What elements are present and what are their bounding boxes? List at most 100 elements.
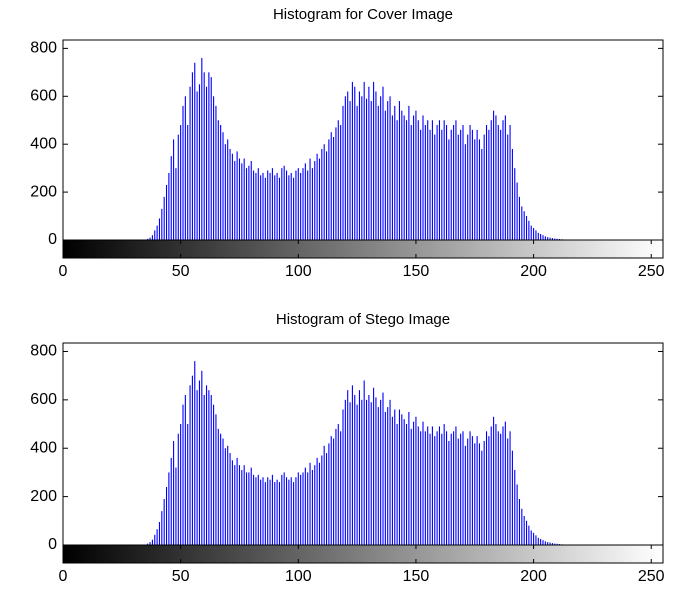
bar <box>285 170 288 240</box>
bar <box>434 134 436 240</box>
bar <box>387 101 389 240</box>
bar <box>438 426 441 545</box>
bar <box>347 91 349 240</box>
bar <box>427 120 429 240</box>
bar <box>344 399 346 545</box>
y-tick-label: 0 <box>48 536 57 553</box>
bar <box>518 196 521 240</box>
bar <box>170 457 172 545</box>
bar <box>394 105 396 241</box>
bar <box>474 443 476 545</box>
bar <box>509 125 511 240</box>
bar <box>177 433 179 545</box>
bar <box>191 72 193 240</box>
bar <box>530 225 532 240</box>
bar <box>540 538 542 545</box>
bar <box>429 433 431 545</box>
bar <box>377 407 379 545</box>
bar <box>537 537 539 545</box>
bar <box>250 467 252 545</box>
bar <box>471 436 473 545</box>
bar <box>151 539 153 545</box>
bar <box>467 134 469 240</box>
bar <box>544 541 546 545</box>
bar <box>441 129 443 240</box>
bar <box>323 144 325 240</box>
bar <box>231 460 233 545</box>
bar <box>328 139 330 240</box>
bar <box>436 125 438 240</box>
bar <box>542 235 544 240</box>
y-tick-label: 600 <box>30 391 57 408</box>
bar <box>375 397 377 545</box>
bar <box>285 477 288 545</box>
y-tick-label: 200 <box>30 488 57 505</box>
bar <box>243 158 245 240</box>
bar <box>443 424 445 545</box>
bar <box>521 508 523 545</box>
bar <box>198 84 201 241</box>
bar <box>224 448 226 545</box>
bar <box>335 428 337 545</box>
bar <box>177 134 179 240</box>
bar <box>373 387 375 545</box>
bar <box>408 411 410 545</box>
bar <box>471 129 473 240</box>
bar <box>394 409 396 545</box>
bar <box>161 511 163 545</box>
bar <box>238 158 241 240</box>
x-tick-label: 0 <box>59 263 68 280</box>
bar <box>431 426 433 545</box>
bar <box>165 486 168 545</box>
bar <box>481 450 483 545</box>
bar <box>309 462 311 545</box>
bar <box>163 196 165 240</box>
bar <box>457 438 459 545</box>
bar <box>158 218 161 240</box>
bar <box>476 129 478 240</box>
bar <box>481 148 483 240</box>
bar <box>528 220 530 240</box>
bar <box>528 525 530 545</box>
bar <box>248 472 250 545</box>
bar <box>408 105 410 241</box>
bar <box>363 380 365 545</box>
bar <box>224 144 226 240</box>
bar <box>370 101 372 240</box>
bar <box>283 472 285 545</box>
bar <box>502 426 504 545</box>
bar <box>349 402 351 545</box>
bar <box>469 431 471 545</box>
bar <box>264 482 266 545</box>
bar <box>217 428 219 545</box>
bar <box>257 474 259 545</box>
bar <box>382 392 384 545</box>
bar <box>267 477 269 545</box>
bar <box>337 120 339 240</box>
bar <box>351 385 353 545</box>
bar <box>158 522 161 545</box>
bar <box>295 170 297 240</box>
bar <box>507 134 509 240</box>
bar <box>281 168 283 240</box>
bar <box>382 86 384 240</box>
bar <box>248 165 250 240</box>
x-tick-label: 100 <box>285 263 312 280</box>
bar <box>547 542 549 545</box>
bar <box>417 120 419 240</box>
bar <box>222 132 224 240</box>
bar <box>502 120 504 240</box>
bar <box>295 477 297 545</box>
bar <box>321 455 323 545</box>
bar <box>309 158 311 240</box>
bar <box>191 375 193 545</box>
bar <box>554 238 556 240</box>
bar <box>488 129 490 240</box>
bar <box>455 120 457 240</box>
bar <box>271 168 273 240</box>
bar <box>401 110 403 240</box>
bar <box>269 479 271 545</box>
bar <box>464 144 466 240</box>
bar <box>278 177 281 240</box>
bar <box>523 211 525 240</box>
